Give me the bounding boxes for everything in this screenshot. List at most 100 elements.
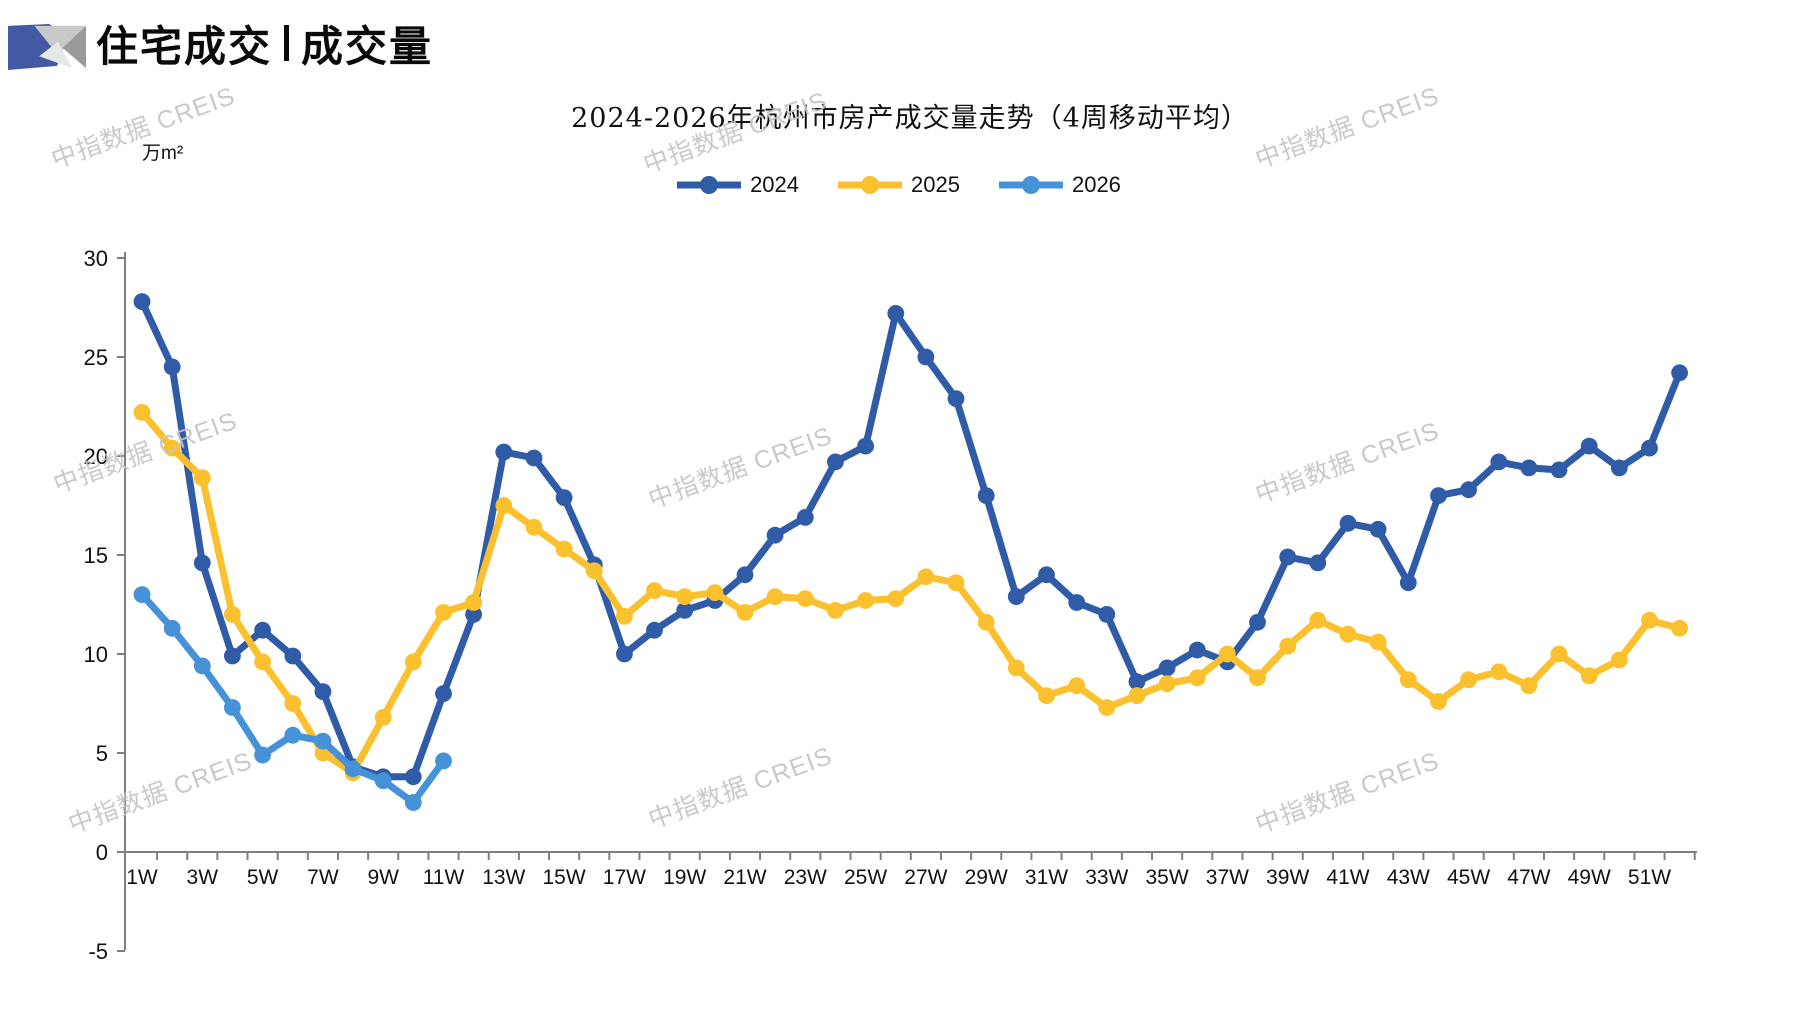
data-point: [676, 602, 694, 619]
x-tick-label: 47W: [1507, 866, 1550, 889]
data-point: [525, 518, 543, 536]
data-point: [435, 752, 452, 770]
data-point: [1369, 633, 1387, 651]
data-point: [616, 645, 633, 663]
data-point: [1641, 611, 1658, 629]
legend-label: 2025: [911, 172, 960, 197]
data-point: [646, 582, 663, 599]
y-axis-unit-label: 万m²: [142, 143, 184, 164]
data-point: [827, 453, 844, 471]
x-axis-ticks: [156, 852, 1696, 860]
data-point: [495, 443, 513, 461]
data-point: [404, 794, 422, 811]
data-point: [555, 489, 573, 506]
data-point: [1158, 659, 1176, 677]
data-point: [1399, 671, 1417, 689]
data-point: [1490, 663, 1508, 681]
data-point: [1641, 439, 1658, 457]
data-point: [224, 606, 241, 623]
data-point: [1249, 613, 1266, 631]
data-point: [133, 586, 151, 603]
y-tick-label: 15: [84, 543, 108, 568]
data-point: [796, 590, 814, 607]
data-point: [1309, 554, 1327, 572]
data-point: [736, 566, 754, 584]
legend-line-icon: [677, 176, 742, 194]
x-axis-labels: 1W 3W 5W 7W 9W 11W 13W 15W 17W 19W 21W 23W 25W 27W 29W…: [126, 866, 1671, 889]
x-tick-label: 13W: [482, 866, 525, 889]
data-point: [1279, 548, 1297, 566]
y-tick-label: 30: [84, 246, 108, 271]
x-tick-label: 15W: [543, 866, 586, 889]
data-point: [585, 562, 603, 580]
series-2024: [133, 293, 1688, 786]
creis-logo-icon: [8, 24, 86, 70]
data-point: [947, 390, 965, 407]
series-2025: [133, 404, 1688, 782]
legend-item-2024: 2024: [676, 172, 799, 198]
data-point: [1339, 514, 1357, 532]
data-point: [887, 305, 905, 322]
data-point: [676, 588, 694, 605]
x-tick-label: 39W: [1266, 866, 1309, 889]
y-tick-label: 10: [84, 642, 108, 667]
x-tick-label: 37W: [1206, 866, 1249, 889]
data-point: [646, 621, 663, 639]
data-point: [254, 653, 271, 671]
x-tick-label: 51W: [1628, 866, 1671, 889]
data-point: [1128, 673, 1146, 691]
y-axis-ticks: 30 25 20 15 10 5 0 -5: [84, 246, 125, 964]
page-title-right: 成交量: [301, 21, 434, 71]
legend-line-icon: [998, 176, 1063, 194]
data-point: [555, 540, 573, 558]
data-point: [917, 348, 935, 366]
axes: [124, 252, 1697, 950]
data-point: [1068, 594, 1086, 611]
data-point: [435, 685, 452, 702]
x-tick-label: 23W: [784, 866, 827, 889]
data-point: [1369, 520, 1387, 538]
data-point: [1550, 645, 1568, 663]
data-point: [1038, 566, 1055, 584]
y-tick-label: 20: [84, 444, 108, 469]
data-point: [766, 588, 784, 605]
title-divider: [284, 25, 290, 61]
data-point: [706, 584, 724, 601]
data-point: [947, 574, 965, 592]
data-point: [857, 437, 874, 455]
chart-legend: 2024 2025 2026: [0, 172, 1797, 198]
data-point: [314, 683, 332, 700]
data-point: [1219, 645, 1236, 663]
data-point: [1460, 671, 1477, 689]
data-point: [917, 568, 935, 586]
data-point: [1460, 481, 1477, 499]
legend-label: 2024: [750, 172, 800, 197]
data-point: [1430, 487, 1447, 504]
data-point: [163, 619, 181, 637]
data-point: [133, 293, 151, 310]
x-tick-label: 27W: [904, 866, 947, 889]
x-tick-label: 1W: [126, 866, 158, 889]
data-point: [1098, 699, 1116, 716]
data-point: [1520, 677, 1538, 695]
data-point: [465, 606, 482, 623]
data-point: [163, 439, 181, 457]
legend-item-2025: 2025: [837, 172, 960, 198]
data-point: [1671, 364, 1688, 382]
x-tick-label: 7W: [307, 866, 339, 889]
data-point: [1188, 641, 1206, 659]
x-tick-label: 25W: [844, 866, 887, 889]
data-point: [796, 509, 814, 526]
x-tick-label: 21W: [723, 866, 766, 889]
data-point: [827, 602, 844, 619]
data-point: [254, 746, 271, 764]
data-point: [1128, 687, 1146, 704]
y-tick-label: 0: [96, 840, 108, 865]
data-point: [525, 449, 543, 467]
x-tick-label: 49W: [1568, 866, 1611, 889]
x-tick-label: 17W: [603, 866, 646, 889]
data-point: [977, 613, 995, 631]
data-point: [435, 604, 452, 621]
